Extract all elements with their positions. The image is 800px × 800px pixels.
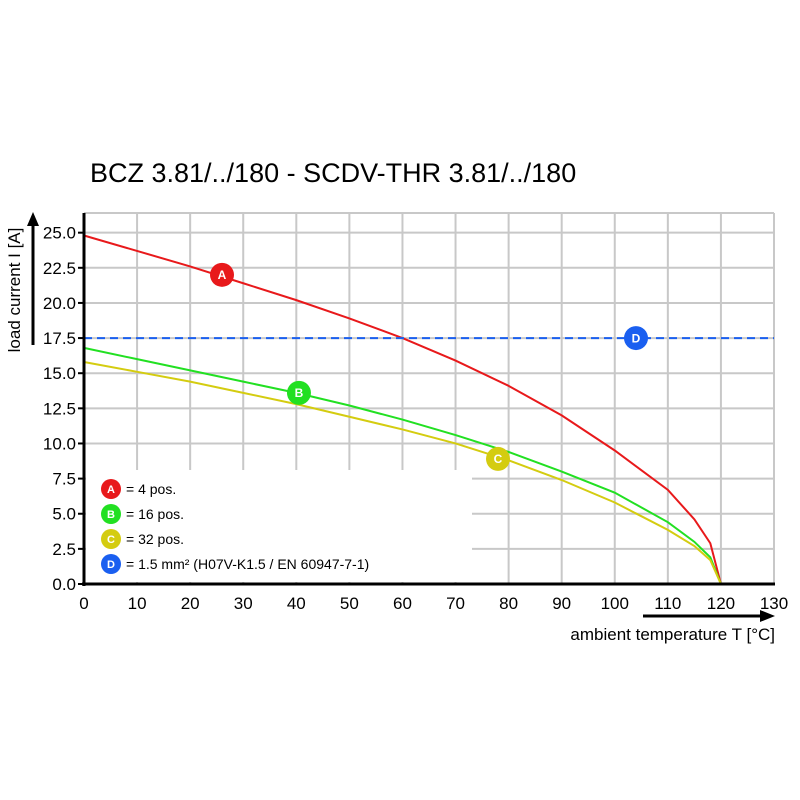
- y-tick-label: 12.5: [43, 399, 76, 418]
- y-tick-label: 10.0: [43, 434, 76, 453]
- legend-marker-B: [101, 504, 121, 524]
- series-line-A: [83, 234, 722, 585]
- x-tick-label: 50: [340, 594, 359, 613]
- series-line-B: [83, 346, 722, 585]
- x-tick-label: 120: [707, 594, 735, 613]
- x-tick-label: 30: [234, 594, 253, 613]
- legend-label-D: = 1.5 mm² (H07V-K1.5 / EN 60947-7-1): [126, 556, 369, 572]
- series-marker-A: [210, 262, 234, 287]
- y-tick-label: 25.0: [43, 224, 76, 243]
- y-tick-label: 5.0: [52, 505, 76, 524]
- x-tick-label: 70: [446, 594, 465, 613]
- series-marker-A-label: A: [218, 268, 227, 282]
- legend-marker-C-label: C: [107, 534, 115, 546]
- x-tick-label: 110: [654, 594, 681, 613]
- legend-marker-A-label: A: [107, 484, 115, 496]
- legend-background: [86, 470, 472, 582]
- series-marker-D: [624, 326, 648, 351]
- x-tick-label: 20: [181, 594, 200, 613]
- legend-label-A: = 4 pos.: [126, 481, 176, 497]
- y-axis-label: load current I [A]: [5, 228, 24, 353]
- x-tick-label: 130: [760, 594, 788, 613]
- y-tick-label: 2.5: [52, 540, 76, 559]
- y-tick-label: 17.5: [43, 329, 76, 348]
- chart-title: BCZ 3.81/../180 - SCDV-THR 3.81/../180: [90, 158, 577, 188]
- x-tick-label: 40: [287, 594, 306, 613]
- y-axis-arrow-head: [27, 212, 39, 226]
- y-tick-label: 7.5: [52, 470, 76, 489]
- x-tick-label: 10: [128, 594, 147, 613]
- y-tick-label: 22.5: [43, 259, 76, 278]
- series-marker-B: [286, 380, 311, 405]
- x-tick-label: 60: [393, 594, 412, 613]
- y-tick-label: 0.0: [52, 575, 76, 594]
- legend-marker-D: [101, 554, 121, 574]
- y-tick-label: 20.0: [43, 294, 76, 313]
- legend-marker-A: [101, 479, 121, 499]
- legend-marker-C: [101, 529, 121, 549]
- legend-marker-D-label: D: [107, 559, 115, 571]
- x-tick-label: 80: [499, 594, 518, 613]
- y-tick-label: 15.0: [43, 364, 76, 383]
- x-tick-label: 0: [79, 594, 88, 613]
- series-marker-B-label: B: [295, 386, 304, 400]
- x-tick-label: 90: [552, 594, 571, 613]
- series-line-C: [83, 360, 722, 585]
- legend-label-B: = 16 pos.: [126, 506, 184, 522]
- x-axis-label: ambient temperature T [°C]: [570, 625, 775, 644]
- x-axis-arrow-head: [760, 610, 775, 622]
- series-marker-D-label: D: [632, 331, 641, 345]
- series-marker-C-label: C: [494, 452, 503, 466]
- legend-label-C: = 32 pos.: [126, 531, 184, 547]
- x-tick-label: 100: [601, 594, 629, 613]
- legend-marker-B-label: B: [107, 509, 115, 521]
- series-marker-C: [486, 446, 510, 471]
